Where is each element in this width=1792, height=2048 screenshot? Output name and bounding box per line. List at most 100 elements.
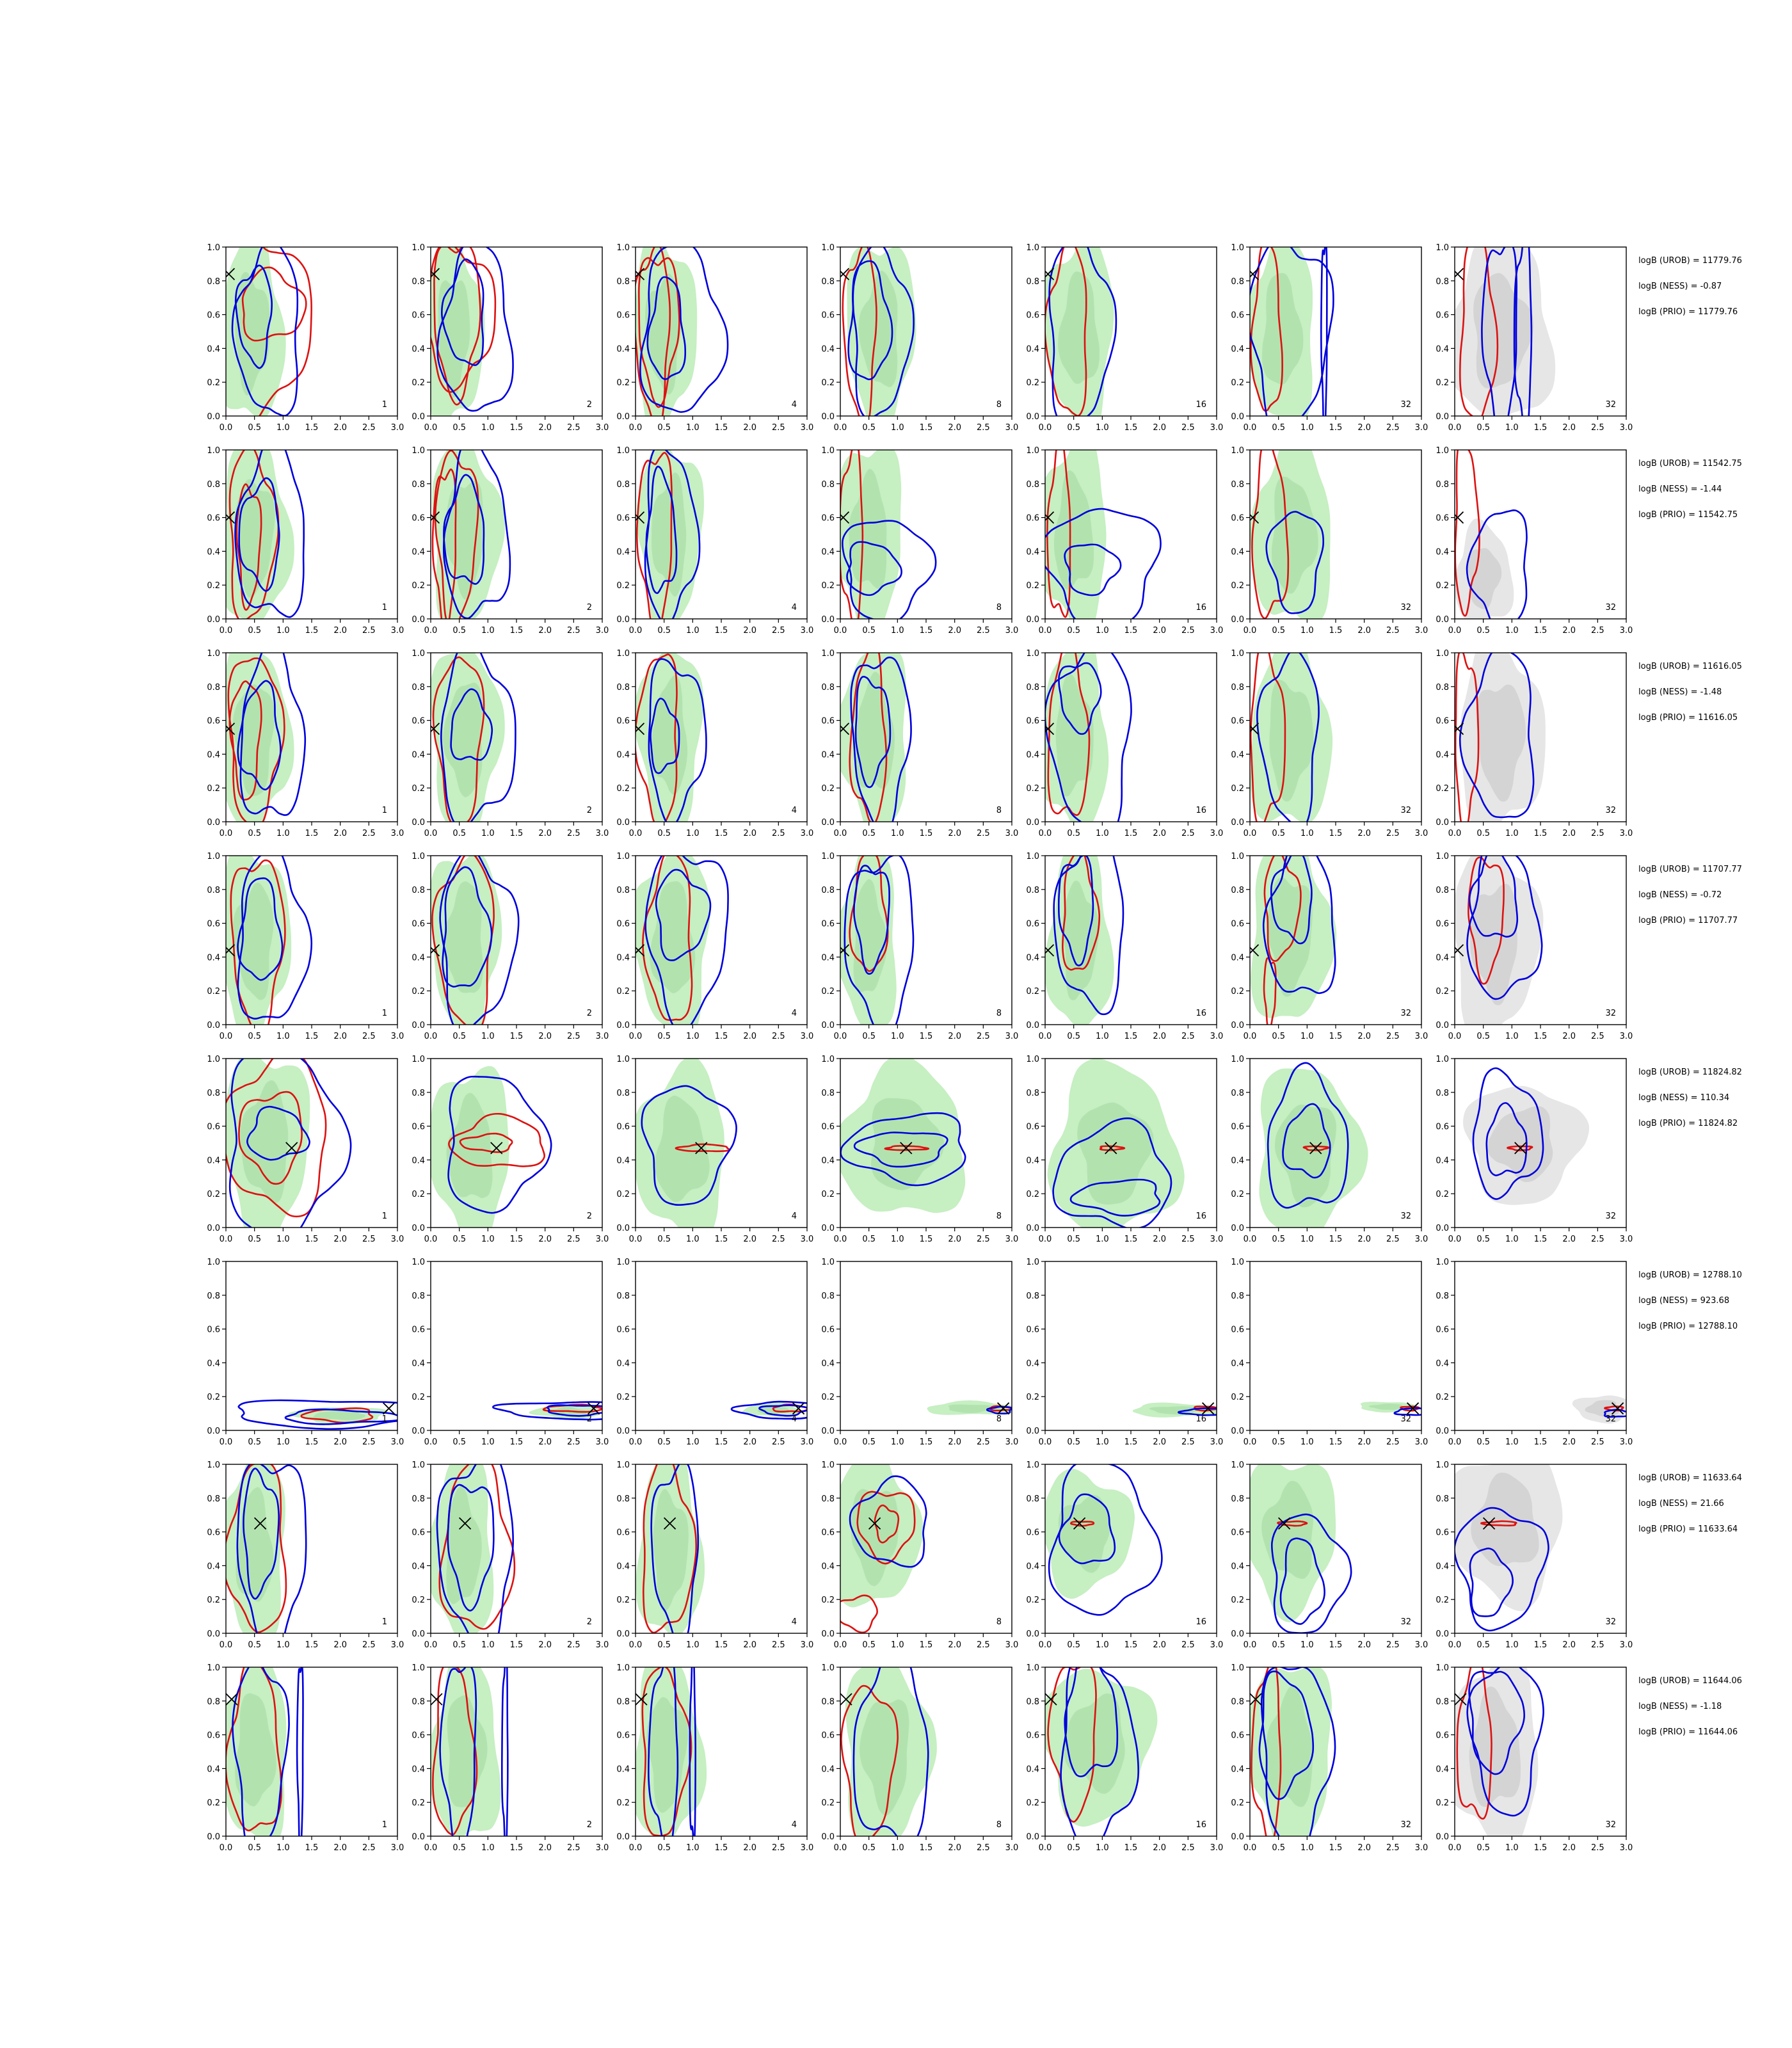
panel-count-label: 1 bbox=[382, 1009, 387, 1018]
logB-annotation: logB (NESS) = 21.66 bbox=[1638, 1499, 1724, 1508]
logB-annotation: logB (NESS) = -0.72 bbox=[1638, 890, 1722, 900]
grey-density-core bbox=[1473, 273, 1534, 388]
x-tick-label: 1.5 bbox=[1124, 1640, 1138, 1650]
y-tick-label: 0.4 bbox=[821, 1562, 835, 1571]
panel-r1-c3: 0.0 0.5 1.0 1.5 2.0 2.5 3.0 0.0 0.2 0.4 0.6 0.8 1.0 4 bbox=[616, 243, 813, 433]
panel-count-label: 1 bbox=[382, 400, 387, 410]
panel-plot-area bbox=[226, 1464, 307, 1633]
panel-plot-area bbox=[1455, 1464, 1563, 1632]
x-tick-label: 2.0 bbox=[538, 1235, 552, 1244]
y-tick-label: 1.0 bbox=[207, 1460, 220, 1470]
x-tick-label: 1.0 bbox=[1505, 423, 1519, 433]
blue-contour bbox=[1459, 653, 1535, 819]
blue-contour bbox=[650, 698, 680, 774]
x-tick-label: 0.0 bbox=[220, 829, 233, 838]
panel-r4-c3: 0.0 0.5 1.0 1.5 2.0 2.5 3.0 0.0 0.2 0.4 0.6 0.8 1.0 4 bbox=[616, 852, 813, 1041]
x-tick-label: 0.0 bbox=[834, 829, 847, 838]
x-tick-label: 1.5 bbox=[510, 1032, 524, 1041]
blue-contour bbox=[1270, 1513, 1352, 1633]
y-tick-label: 0.6 bbox=[821, 1123, 835, 1132]
panel-count-label: 4 bbox=[792, 1414, 797, 1424]
x-tick-label: 0.0 bbox=[1448, 1640, 1462, 1650]
blue-contour bbox=[1256, 653, 1320, 822]
x-tick-label: 2.0 bbox=[538, 423, 552, 433]
x-tick-label: 0.5 bbox=[1476, 829, 1490, 838]
green-density-core bbox=[235, 1693, 276, 1807]
x-tick-label: 0.0 bbox=[629, 1640, 643, 1650]
y-tick-label: 1.0 bbox=[1231, 243, 1244, 253]
x-tick-label: 0.5 bbox=[452, 1032, 466, 1041]
x-tick-label: 0.5 bbox=[657, 626, 671, 636]
x-tick-label: 1.0 bbox=[1505, 1032, 1519, 1041]
blue-contour bbox=[650, 1464, 700, 1633]
x-tick-label: 3.0 bbox=[1210, 1843, 1224, 1853]
y-tick-label: 0.8 bbox=[207, 1697, 220, 1707]
y-tick-label: 0.8 bbox=[1231, 1697, 1244, 1707]
x-tick-label: 0.5 bbox=[1067, 1437, 1080, 1447]
green-density-core bbox=[1271, 476, 1318, 594]
x-tick-label: 2.5 bbox=[362, 829, 376, 838]
red-contour bbox=[856, 1491, 916, 1565]
panel-count-label: 4 bbox=[792, 603, 797, 612]
blue-contour bbox=[847, 260, 893, 381]
y-tick-label: 0.8 bbox=[821, 1494, 835, 1504]
y-tick-label: 0.4 bbox=[821, 953, 835, 963]
y-tick-label: 0.4 bbox=[412, 1359, 425, 1368]
y-tick-label: 1.0 bbox=[1231, 1258, 1244, 1267]
x-tick-label: 1.5 bbox=[1329, 423, 1343, 433]
panel-plot-area bbox=[431, 1464, 516, 1633]
x-tick-label: 2.5 bbox=[1386, 423, 1400, 433]
y-tick-label: 0.0 bbox=[1026, 1427, 1039, 1436]
logB-annotation: logB (PRIO) = 11616.05 bbox=[1638, 713, 1738, 723]
x-tick-label: 1.5 bbox=[1124, 1032, 1138, 1041]
x-tick-label: 3.0 bbox=[801, 1640, 814, 1650]
y-tick-label: 1.0 bbox=[1436, 1663, 1449, 1673]
x-tick-label: 1.5 bbox=[1329, 1640, 1343, 1650]
x-tick-label: 3.0 bbox=[1210, 1235, 1224, 1244]
y-tick-label: 0.4 bbox=[821, 344, 835, 354]
x-tick-label: 2.0 bbox=[948, 829, 961, 838]
x-tick-label: 1.0 bbox=[1096, 626, 1109, 636]
x-tick-label: 1.5 bbox=[715, 1843, 728, 1853]
x-tick-label: 0.0 bbox=[1244, 1437, 1257, 1447]
x-tick-label: 0.0 bbox=[1039, 626, 1052, 636]
y-tick-label: 0.0 bbox=[616, 1832, 630, 1842]
red-contour bbox=[448, 1112, 546, 1167]
x-tick-label: 3.0 bbox=[1210, 423, 1224, 433]
red-contour bbox=[228, 680, 262, 801]
true-value-marker bbox=[1250, 723, 1260, 735]
y-tick-label: 0.8 bbox=[616, 1697, 630, 1707]
blue-contour bbox=[232, 1667, 290, 1836]
y-tick-label: 0.6 bbox=[412, 920, 425, 929]
x-tick-label: 3.0 bbox=[801, 1235, 814, 1244]
red-contour bbox=[459, 1132, 513, 1153]
x-tick-label: 3.0 bbox=[1210, 829, 1224, 838]
y-tick-label: 0.6 bbox=[1026, 1325, 1039, 1335]
x-tick-label: 2.0 bbox=[333, 1437, 347, 1447]
y-tick-label: 0.2 bbox=[1231, 1798, 1244, 1808]
true-value-marker bbox=[226, 723, 236, 735]
y-tick-label: 0.2 bbox=[207, 784, 220, 794]
blue-contour bbox=[228, 1059, 352, 1228]
red-contour bbox=[1263, 957, 1277, 1025]
x-tick-label: 2.0 bbox=[1562, 829, 1576, 838]
true-value-marker bbox=[636, 944, 645, 957]
x-tick-label: 2.5 bbox=[1591, 829, 1604, 838]
x-tick-label: 0.0 bbox=[424, 1640, 438, 1650]
panel-r6-c3: 0.0 0.5 1.0 1.5 2.0 2.5 3.0 0.0 0.2 0.4 0.6 0.8 1.0 4 bbox=[616, 1258, 813, 1447]
y-tick-label: 0.6 bbox=[1231, 1123, 1244, 1132]
y-tick-label: 0.2 bbox=[1436, 784, 1449, 794]
true-value-marker bbox=[431, 511, 440, 524]
y-tick-label: 0.6 bbox=[1436, 717, 1449, 726]
x-tick-label: 3.0 bbox=[1210, 626, 1224, 636]
y-tick-label: 0.6 bbox=[1436, 514, 1449, 524]
x-tick-label: 0.0 bbox=[424, 1843, 438, 1853]
x-tick-label: 1.5 bbox=[1329, 1235, 1343, 1244]
blue-contour bbox=[442, 450, 511, 619]
y-tick-label: 0.8 bbox=[821, 277, 835, 287]
x-tick-label: 0.5 bbox=[862, 1843, 876, 1853]
x-tick-label: 1.5 bbox=[1124, 829, 1138, 838]
true-value-marker bbox=[458, 1517, 472, 1530]
x-tick-label: 2.0 bbox=[538, 829, 552, 838]
